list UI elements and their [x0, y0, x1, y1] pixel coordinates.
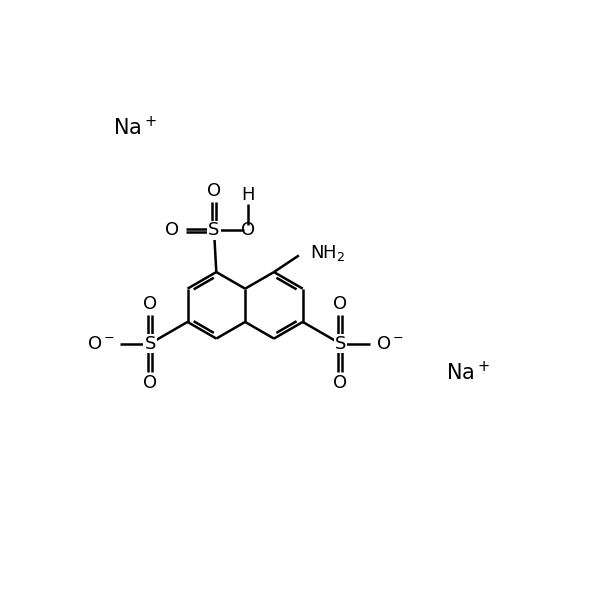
Text: H: H — [241, 185, 254, 203]
Text: O: O — [143, 374, 157, 392]
Text: O: O — [207, 182, 221, 200]
Text: S: S — [208, 221, 220, 239]
Text: NH$_2$: NH$_2$ — [310, 243, 346, 263]
Text: S: S — [145, 335, 156, 353]
Text: Na$^+$: Na$^+$ — [113, 116, 158, 139]
Text: Na$^+$: Na$^+$ — [446, 361, 490, 384]
Text: O: O — [333, 295, 347, 313]
Text: O$^-$: O$^-$ — [376, 335, 404, 353]
Text: O: O — [165, 221, 179, 239]
Text: O: O — [333, 374, 347, 392]
Text: O: O — [241, 221, 255, 239]
Text: O: O — [143, 295, 157, 313]
Text: S: S — [335, 335, 346, 353]
Text: O$^-$: O$^-$ — [86, 335, 115, 353]
